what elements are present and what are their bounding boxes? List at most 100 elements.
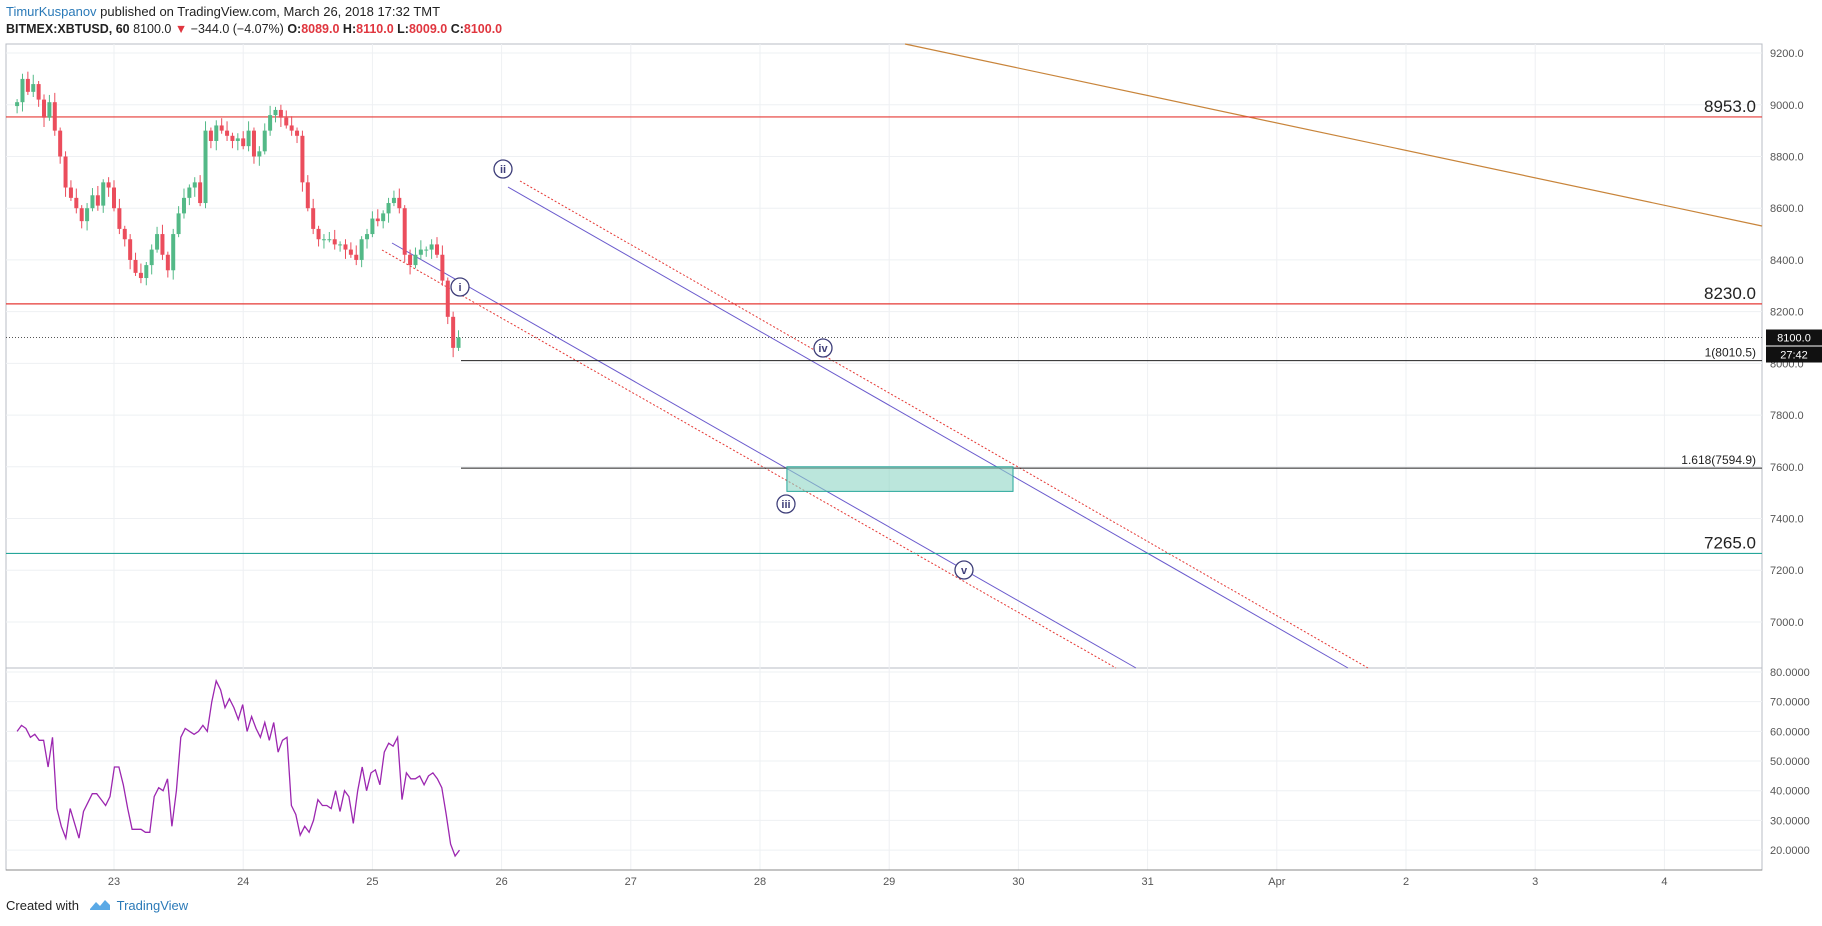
low-label: L: bbox=[397, 22, 409, 36]
x-tick-label: 26 bbox=[495, 876, 507, 888]
x-tick-label: 23 bbox=[108, 876, 120, 888]
candle-body bbox=[192, 182, 197, 188]
wave-label: iii bbox=[781, 499, 790, 511]
candle-body bbox=[321, 239, 326, 241]
axes: 23 24 25 26 27 28 29 30 31 Apr 2 3 47000.07200.07400… bbox=[6, 48, 1822, 888]
candle-body bbox=[138, 272, 143, 279]
candle-body bbox=[305, 182, 310, 209]
candle-body bbox=[117, 208, 122, 229]
candle-body bbox=[171, 234, 176, 271]
fib-level-label: 1(8010.5) bbox=[1705, 346, 1756, 360]
x-tick-label: 30 bbox=[1012, 876, 1024, 888]
candle-body bbox=[160, 234, 165, 255]
candle-body bbox=[445, 280, 450, 317]
wave-label-circle bbox=[954, 560, 974, 580]
author-name[interactable]: TimurKuspanov bbox=[6, 4, 97, 19]
candle-body bbox=[262, 130, 267, 152]
candle-body bbox=[20, 78, 25, 103]
long-term-trendline bbox=[904, 43, 1763, 227]
candle-body bbox=[187, 187, 192, 198]
candle-body bbox=[435, 244, 439, 255]
candle-body bbox=[101, 182, 106, 206]
candle-body bbox=[359, 239, 364, 260]
candle-body bbox=[316, 228, 321, 240]
publish-text: published on TradingView.com, March 26, … bbox=[96, 4, 441, 19]
candle-body bbox=[225, 130, 230, 136]
candle-body bbox=[343, 244, 348, 250]
x-tick-label: 25 bbox=[366, 876, 378, 888]
last-price: 8100.0 bbox=[133, 22, 172, 36]
candle-body bbox=[31, 84, 36, 92]
candle-body bbox=[251, 130, 256, 157]
wave-label: i bbox=[458, 282, 461, 294]
candle-body bbox=[386, 203, 391, 214]
candle-body bbox=[278, 109, 283, 118]
candle-body bbox=[181, 197, 186, 214]
candle-body bbox=[365, 234, 370, 240]
candle-body bbox=[112, 187, 116, 209]
y-tick-label: 7200.0 bbox=[1770, 565, 1804, 577]
candle-body bbox=[165, 254, 170, 271]
x-tick-label: Apr bbox=[1268, 876, 1285, 888]
candle-body bbox=[47, 102, 52, 118]
fib-level-label: 1.618(7594.9) bbox=[1681, 453, 1756, 467]
tradingview-logo-icon[interactable] bbox=[89, 899, 111, 914]
rsi-tick-label: 20.0000 bbox=[1770, 845, 1810, 857]
wave-label-circle bbox=[776, 494, 796, 514]
y-tick-label: 8600.0 bbox=[1770, 203, 1804, 215]
rsi-pane[interactable] bbox=[5, 667, 1763, 871]
candle-body bbox=[149, 249, 154, 266]
y-tick-label: 8400.0 bbox=[1770, 255, 1804, 267]
candle-body bbox=[375, 218, 380, 222]
candle-body bbox=[429, 244, 434, 250]
x-tick-label: 28 bbox=[754, 876, 766, 888]
y-tick-label: 7000.0 bbox=[1770, 617, 1804, 629]
low-value: 8009.0 bbox=[408, 22, 448, 36]
candle-body bbox=[203, 130, 208, 204]
candle-body bbox=[63, 156, 68, 188]
candle-body bbox=[122, 228, 127, 240]
wave-label-circle bbox=[493, 159, 513, 179]
countdown-tag bbox=[1766, 346, 1822, 363]
symbol-label[interactable]: BITMEX:XBTUSD, 60 bbox=[6, 22, 130, 36]
candle-body bbox=[451, 316, 456, 348]
y-tick-label: 7600.0 bbox=[1770, 462, 1804, 474]
candle-body bbox=[36, 84, 41, 100]
y-tick-label: 9200.0 bbox=[1770, 48, 1804, 60]
tradingview-link[interactable]: TradingView bbox=[116, 898, 189, 913]
x-tick-label: 4 bbox=[1661, 876, 1667, 888]
created-with-text: Created with bbox=[6, 898, 79, 913]
candle-body bbox=[25, 78, 30, 92]
candle-body bbox=[85, 208, 90, 222]
wave-label-circle bbox=[813, 338, 833, 358]
candle-body bbox=[246, 130, 251, 147]
x-tick-label: 3 bbox=[1532, 876, 1538, 888]
level-label: 8953.0 bbox=[1704, 97, 1756, 116]
candle-body bbox=[95, 195, 100, 206]
countdown-tag-text: 27:42 bbox=[1780, 350, 1808, 362]
channel-upper-line bbox=[507, 186, 1349, 669]
y-tick-label: 9000.0 bbox=[1770, 100, 1804, 112]
rsi-tick-label: 30.0000 bbox=[1770, 815, 1810, 827]
candle-body bbox=[391, 197, 396, 204]
y-tick-label: 8800.0 bbox=[1770, 151, 1804, 163]
wave-label: ii bbox=[500, 164, 506, 176]
rsi-tick-label: 50.0000 bbox=[1770, 756, 1810, 768]
candle-body bbox=[235, 138, 240, 141]
open-value: 8089.0 bbox=[301, 22, 340, 36]
candle-body bbox=[68, 187, 73, 198]
publish-info: TimurKuspanov published on TradingView.c… bbox=[6, 4, 440, 20]
y-tick-label: 8200.0 bbox=[1770, 307, 1804, 319]
level-label: 8230.0 bbox=[1704, 284, 1756, 303]
last-price-tag-text: 8100.0 bbox=[1777, 333, 1811, 345]
candle-body bbox=[424, 249, 429, 251]
price-pane[interactable] bbox=[5, 43, 1763, 669]
candle-body bbox=[219, 125, 224, 131]
high-label: H: bbox=[342, 22, 357, 36]
candle-body bbox=[413, 254, 418, 266]
candle-body bbox=[440, 254, 445, 281]
candle-body bbox=[370, 218, 375, 235]
high-value: 8110.0 bbox=[356, 22, 394, 36]
candle-body bbox=[257, 151, 262, 157]
